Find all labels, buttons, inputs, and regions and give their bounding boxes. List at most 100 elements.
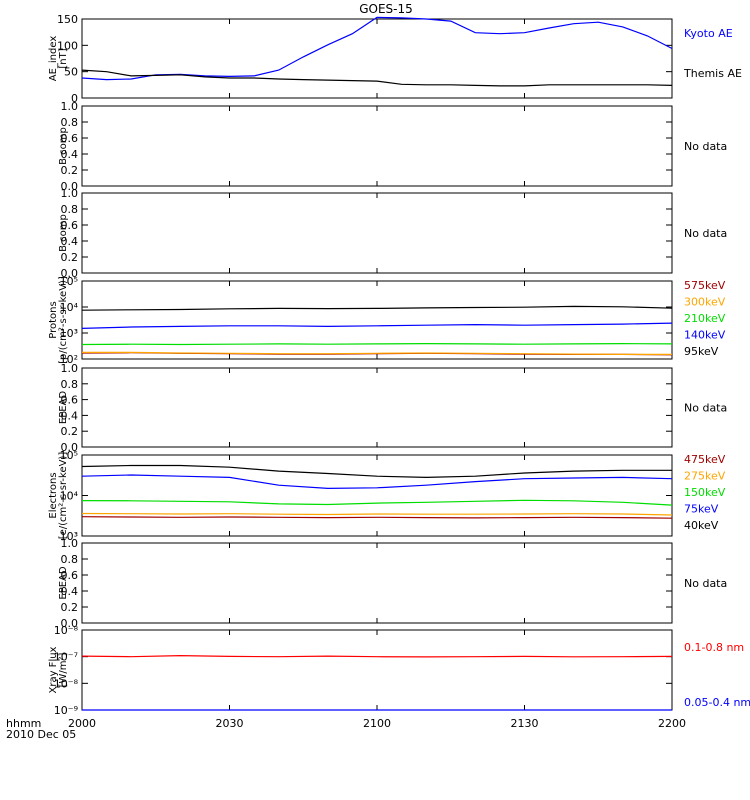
x-tick-label: 2200: [658, 717, 686, 730]
y-tick-label: 0: [71, 92, 78, 105]
series-line-140kev: [81, 322, 673, 329]
panel-7: 0.0 0.2 0.4 0.6 0.8 1.0 EPEAD No data: [58, 537, 727, 630]
legend-label: 300keV: [684, 296, 726, 309]
legend-label: 140keV: [684, 329, 726, 342]
panel-frame: [81, 280, 673, 360]
y-axis-label: Electrons: [48, 472, 59, 518]
panel-frame: [81, 105, 673, 187]
series-line-275kev: [81, 512, 673, 516]
y-tick-label: 1.0: [61, 100, 79, 113]
y-tick-label: 0.8: [61, 203, 79, 216]
x-tick-label: 2100: [363, 717, 391, 730]
y-tick-label: 150: [57, 13, 78, 26]
y-tick-label: 0.4: [61, 148, 79, 161]
y-axis-label: AE_index: [48, 36, 59, 82]
panel-frame: [81, 367, 673, 448]
panel-frame: [81, 18, 673, 99]
y-tick-label: 0.8: [61, 553, 79, 566]
y-tick-label: 1.0: [61, 362, 79, 375]
series-line-150kev: [81, 499, 673, 506]
y-tick-label: 10³: [60, 327, 78, 340]
y-axis-label: [W/m²]: [58, 652, 69, 687]
no-data-label: No data: [684, 402, 727, 415]
y-tick-label: 0.6: [61, 219, 79, 232]
series-line-210kev: [81, 342, 673, 346]
y-tick-label: 0.2: [61, 425, 79, 438]
x-corner-label-date: 2010 Dec 05: [6, 728, 76, 741]
y-tick-label: 0.6: [61, 569, 79, 582]
y-tick-label: 50: [64, 66, 78, 79]
legend-label: 0.05-0.4 nm: [684, 696, 750, 709]
y-tick-label: 0.2: [61, 251, 79, 264]
series-line-kyoto-ae: [81, 16, 673, 81]
panel-frame: [81, 542, 673, 624]
series-line-300kev: [82, 351, 672, 355]
y-tick-label: 1.0: [61, 537, 79, 550]
series-line-themis-ae: [81, 69, 673, 87]
no-data-label: No data: [684, 227, 727, 240]
y-tick-label: 10⁵: [60, 449, 78, 462]
y-tick-label: 10³: [60, 530, 78, 543]
y-axis-label: B comp: [58, 127, 69, 165]
y-axis-label: [e/(cm²-s-sr-keV)]: [58, 452, 69, 540]
legend-label: 575keV: [684, 279, 726, 292]
no-data-label: No data: [684, 577, 727, 590]
y-tick-label: 0.0: [61, 180, 79, 193]
y-axis-label: Protons: [48, 301, 59, 338]
x-tick-label: 2000: [68, 717, 96, 730]
legend-label: 0.1-0.8 nm: [684, 641, 744, 654]
y-tick-label: 0.2: [61, 601, 79, 614]
y-tick-label: 0.0: [61, 267, 79, 280]
series-line-0-1-0-8-nm: [81, 654, 673, 658]
y-tick-label: 10⁴: [60, 301, 79, 314]
y-tick-label: 10²: [60, 353, 78, 366]
y-tick-label: 0.4: [61, 409, 79, 422]
y-axis-label: B comp: [58, 214, 69, 252]
panel-frame: [81, 454, 673, 537]
legend-label: Themis AE: [683, 67, 742, 80]
y-axis-label: EPEAD: [58, 566, 69, 600]
y-tick-label: 10⁻⁹: [54, 704, 78, 717]
y-tick-label: 0.0: [61, 617, 79, 630]
plot-title: GOES-15: [359, 2, 413, 16]
x-corner-label-hhmm: hhmm: [6, 717, 41, 730]
series-line-40kev: [81, 464, 672, 479]
y-tick-label: 10⁴: [60, 490, 79, 503]
series-line-75kev: [81, 474, 673, 490]
panel-3: 0.0 0.2 0.4 0.6 0.8 1.0 B comp No data: [58, 187, 727, 280]
legend-label: 40keV: [684, 519, 719, 532]
y-axis-label: Xray Flux: [48, 646, 59, 693]
y-tick-label: 0.8: [61, 378, 79, 391]
series-line-475kev: [81, 516, 673, 519]
legend-label: 210keV: [684, 312, 726, 325]
y-tick-label: 0.4: [61, 235, 79, 248]
y-tick-label: 10⁻⁸: [54, 624, 79, 637]
panel-frame: [81, 629, 673, 711]
y-tick-label: 10⁻⁸: [54, 677, 79, 690]
legend-label: 150keV: [684, 486, 726, 499]
y-axis-label: EPEAD: [58, 391, 69, 425]
y-axis-label: [p/(cm²-s-sr-keV)]: [58, 276, 69, 364]
series-line-95kev: [81, 305, 673, 311]
panel-2: 0.0 0.2 0.4 0.6 0.8 1.0 B comp No data: [58, 100, 727, 193]
y-axis-label: [nT]: [58, 48, 69, 68]
panels: 0 50 100 150 AE_index [nT] Kyoto AE Themis AE 0.…: [48, 13, 750, 717]
panel-5: 0.0 0.2 0.4 0.6 0.8 1.0 EPEAD No data: [58, 362, 727, 454]
legend-label: 475keV: [684, 453, 726, 466]
x-tick-label: 2130: [511, 717, 539, 730]
no-data-label: No data: [684, 140, 727, 153]
y-tick-label: 100: [57, 39, 78, 52]
y-tick-label: 0.4: [61, 585, 79, 598]
x-axis: 2000 2030 2100 2130 2200: [68, 717, 686, 730]
legend-label: 75keV: [684, 503, 719, 516]
panel-1: 0 50 100 150 AE_index [nT] Kyoto AE Themis AE: [48, 13, 742, 105]
y-tick-label: 10⁻⁷: [54, 651, 78, 664]
legend-label: 95keV: [684, 345, 719, 358]
legend-label: 275keV: [684, 470, 726, 483]
y-tick-label: 0.6: [61, 132, 79, 145]
panel-frame: [81, 192, 673, 274]
panel-4: 10² 10³ 10⁴ 10⁵ Protons [p/(cm²-s-sr-keV)] 575…: [48, 275, 726, 366]
y-tick-label: 0.0: [61, 441, 79, 454]
